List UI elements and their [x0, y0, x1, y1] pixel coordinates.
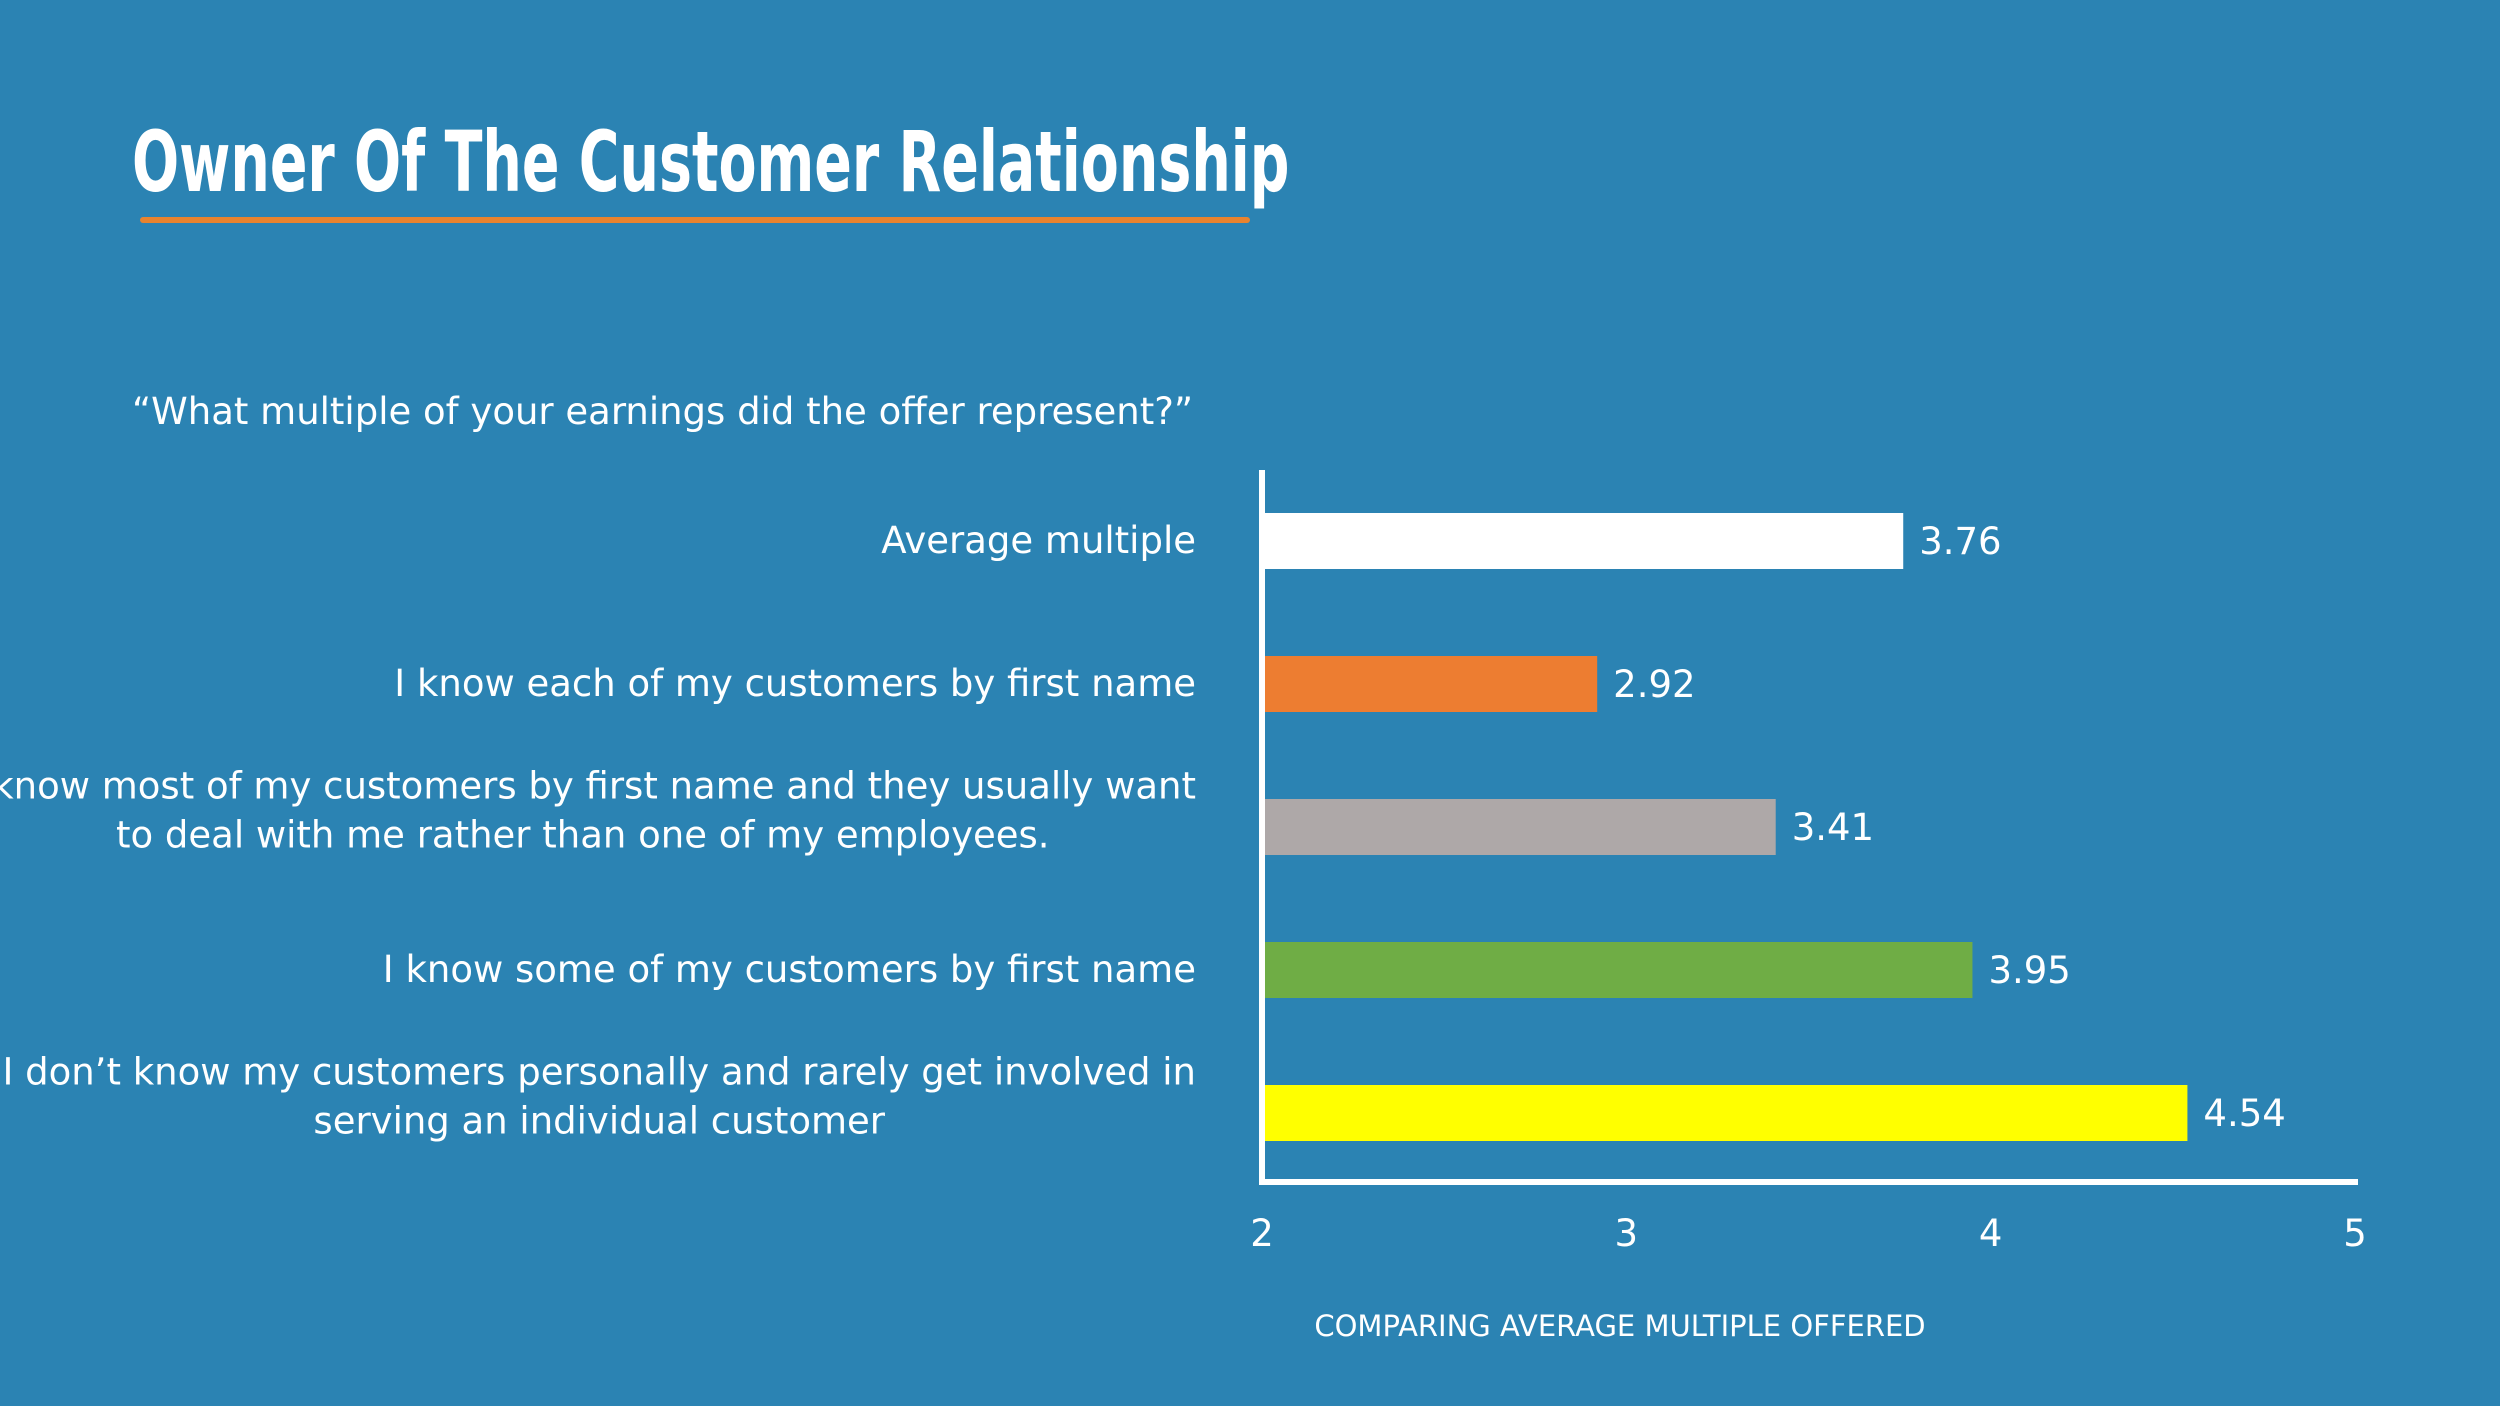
bar-1	[1262, 513, 1904, 569]
category-label-3-line-1: I know most of my customers by first nam…	[0, 765, 1196, 808]
value-label-3: 3.41	[1792, 806, 1874, 849]
title-underline	[140, 217, 1250, 223]
slide-title: Owner Of The Customer Relationship	[132, 113, 1290, 211]
value-labels-layer: 3.76 2.92 3.41 3.95 4.54	[1613, 520, 2286, 1135]
bar-2	[1262, 656, 1598, 712]
value-label-2: 2.92	[1613, 663, 1695, 706]
x-tick-label-2: 2	[1250, 1212, 1274, 1255]
bar-3	[1262, 799, 1776, 855]
value-label-5: 4.54	[2203, 1092, 2285, 1135]
category-label-3-line-2: to deal with me rather than one of my em…	[116, 814, 1050, 857]
category-label-1: Average multiple	[881, 519, 1196, 562]
category-label-5-line-2: serving an individual customer	[313, 1100, 885, 1143]
x-tick-label-4: 4	[1979, 1212, 2003, 1255]
x-tick-labels-layer: 2 3 4 5	[1250, 1212, 2367, 1255]
category-label-2: I know each of my customers by first nam…	[394, 662, 1196, 705]
category-label-4: I know some of my customers by first nam…	[383, 948, 1196, 991]
bar-4	[1262, 942, 1973, 998]
x-axis-title: COMPARING AVERAGE MULTIPLE OFFERED	[1314, 1309, 1925, 1343]
bar-5	[1262, 1085, 2188, 1141]
category-labels-layer: Average multiple I know each of my custom…	[0, 519, 1196, 1143]
category-label-5-line-1: I don’t know my customers personally and…	[2, 1051, 1196, 1094]
x-tick-label-3: 3	[1615, 1212, 1639, 1255]
value-label-4: 3.95	[1988, 949, 2070, 992]
value-label-1: 3.76	[1919, 520, 2001, 563]
x-tick-label-5: 5	[2343, 1212, 2367, 1255]
bars-layer	[1262, 513, 2188, 1141]
survey-question: “What multiple of your earnings did the …	[132, 390, 1194, 433]
